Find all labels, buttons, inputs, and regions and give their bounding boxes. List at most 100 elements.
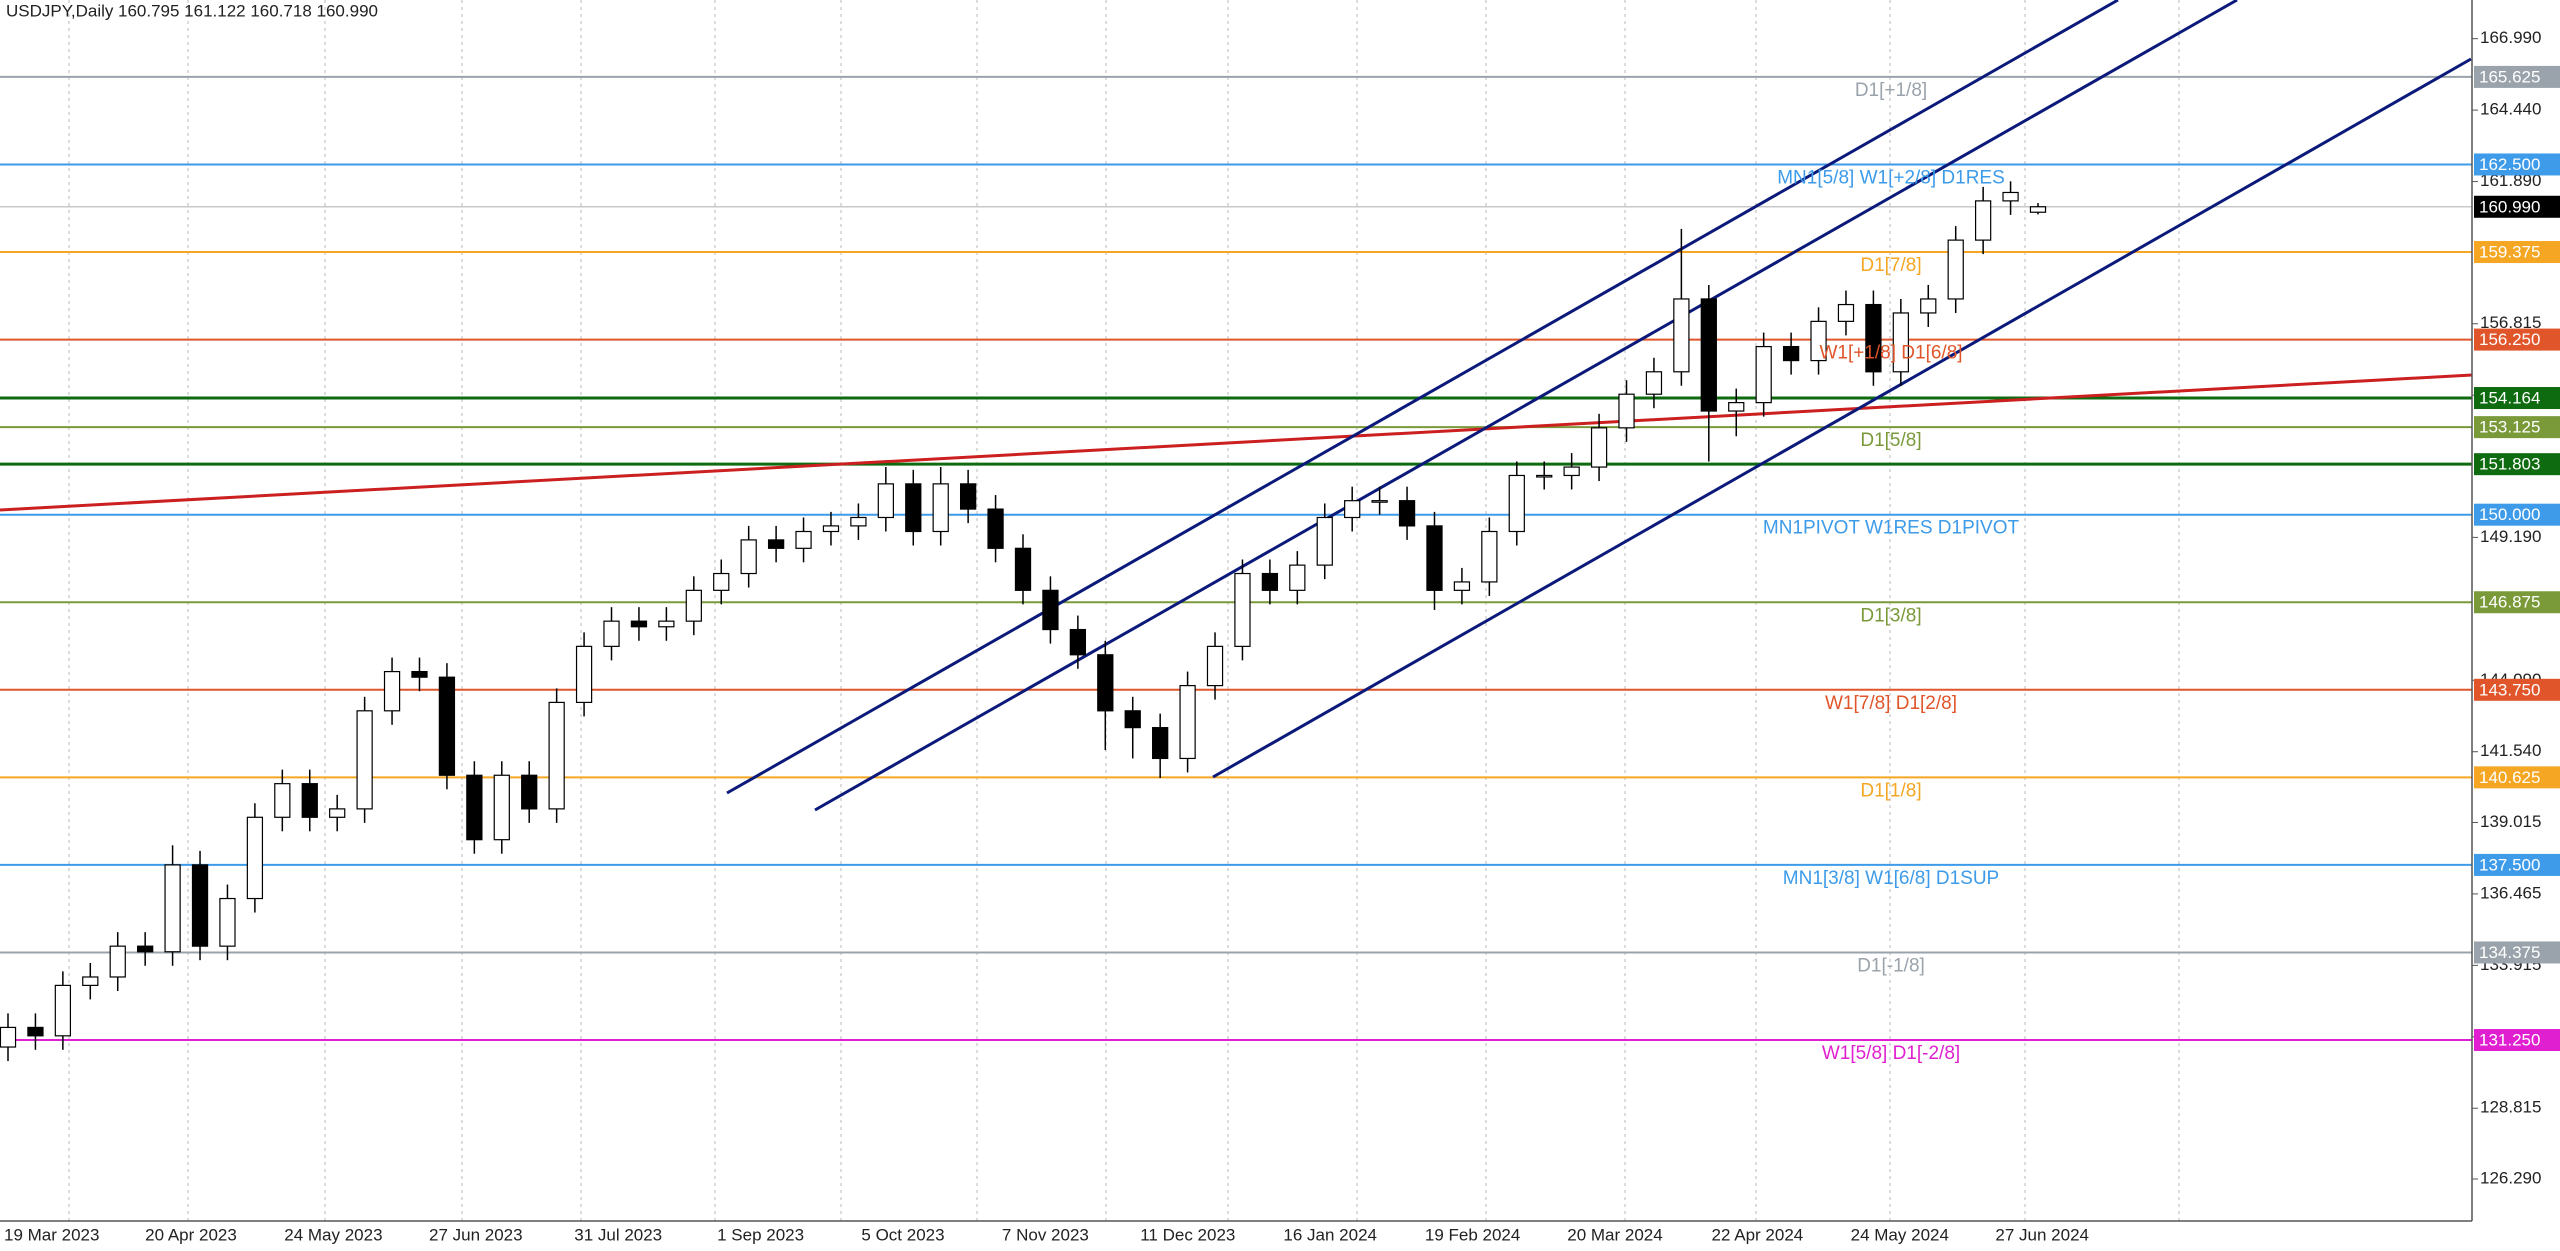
candle-body bbox=[109, 945, 126, 978]
candle-body bbox=[740, 539, 757, 575]
candle-body bbox=[1755, 345, 1772, 404]
candle-body bbox=[1316, 516, 1333, 566]
candle-body bbox=[1673, 298, 1690, 373]
candle-body bbox=[301, 783, 318, 818]
candle-body bbox=[383, 670, 401, 712]
candle-body bbox=[932, 483, 949, 533]
candle-body bbox=[329, 808, 346, 818]
level-tag bbox=[2474, 766, 2560, 789]
candle-body bbox=[548, 701, 565, 810]
level-tag bbox=[2474, 853, 2560, 876]
level-text: D1[+1/8] bbox=[1855, 80, 1927, 101]
candle-body bbox=[877, 483, 894, 519]
level-tag bbox=[2474, 678, 2560, 701]
candle-body bbox=[1782, 345, 1800, 362]
level-text: MN1[3/8] W1[6/8] D1SUP bbox=[1783, 868, 1999, 889]
candle-body bbox=[521, 774, 538, 810]
candle-body bbox=[1810, 320, 1827, 362]
candle-body bbox=[1289, 564, 1306, 591]
candle-body bbox=[658, 620, 675, 628]
candle-body bbox=[356, 710, 373, 810]
candle-body bbox=[54, 984, 72, 1037]
candle-body bbox=[82, 976, 99, 986]
candle-body bbox=[795, 530, 812, 549]
level-tag bbox=[2474, 241, 2560, 264]
candle-body bbox=[822, 525, 840, 533]
candle-body bbox=[603, 620, 620, 647]
level-tag bbox=[2474, 328, 2560, 351]
level-text: D1[7/8] bbox=[1860, 255, 1921, 276]
level-tag bbox=[2474, 416, 2560, 439]
candle-body bbox=[164, 864, 181, 953]
candle-body bbox=[493, 774, 510, 841]
level-tag bbox=[2474, 387, 2560, 410]
candles bbox=[0, 181, 2047, 1062]
time-axis: 19 Mar 2023 20 Apr 2023 24 May 2023 27 Jun … bbox=[4, 1225, 2089, 1244]
candle-body bbox=[1179, 684, 1196, 760]
level-tag-label: 156.250 bbox=[2479, 330, 2540, 349]
level-tag-label: 137.500 bbox=[2479, 855, 2540, 874]
trend-lines bbox=[0, 0, 2473, 812]
level-text: W1[+1/8] D1[6/8] bbox=[1819, 343, 1962, 364]
level-text: D1[1/8] bbox=[1860, 780, 1921, 801]
candle-body bbox=[2002, 191, 2019, 202]
candle-body bbox=[0, 1026, 17, 1048]
candle-body bbox=[27, 1026, 44, 1037]
candle-body bbox=[1563, 466, 1580, 477]
candle-body bbox=[1261, 572, 1279, 591]
candle-body bbox=[466, 774, 483, 841]
level-text: W1[7/8] D1[2/8] bbox=[1825, 693, 1957, 714]
level-tag bbox=[2474, 1029, 2560, 1052]
level-tag-label: 153.125 bbox=[2479, 418, 2540, 437]
x-tick-label: 22 Apr 2024 bbox=[1712, 1225, 1804, 1244]
x-tick-label: 20 Apr 2023 bbox=[145, 1225, 237, 1244]
current-price-tag-label: 160.990 bbox=[2479, 197, 2540, 216]
level-tag-label: 165.625 bbox=[2479, 67, 2540, 86]
x-tick-label: 7 Nov 2023 bbox=[1002, 1225, 1089, 1244]
candle-body bbox=[767, 539, 785, 549]
x-tick-label: 16 Jan 2024 bbox=[1283, 1225, 1377, 1244]
y-tick-label: 136.465 bbox=[2480, 883, 2541, 902]
candle-body bbox=[1398, 500, 1416, 527]
level-tag-label: 150.000 bbox=[2479, 505, 2540, 524]
level-tag-label: 154.164 bbox=[2479, 389, 2540, 408]
candle-body bbox=[959, 483, 977, 510]
candle-body bbox=[685, 589, 702, 622]
x-tick-label: 20 Mar 2024 bbox=[1567, 1225, 1662, 1244]
y-tick-label: 139.015 bbox=[2480, 812, 2541, 831]
level-tag-label: 162.500 bbox=[2479, 155, 2540, 174]
level-tag bbox=[2474, 453, 2560, 476]
level-tag-label: 143.750 bbox=[2479, 680, 2540, 699]
candle-body bbox=[630, 620, 648, 628]
level-tag-label: 151.803 bbox=[2479, 455, 2540, 474]
candle-body bbox=[1974, 200, 1992, 241]
candle-body bbox=[1426, 525, 1443, 591]
candle-body bbox=[1097, 654, 1114, 712]
y-tick-label: 164.440 bbox=[2480, 100, 2541, 119]
candle-body bbox=[1645, 371, 1663, 395]
candle-body bbox=[411, 670, 428, 678]
y-tick-label: 126.290 bbox=[2480, 1168, 2541, 1187]
candle-body bbox=[850, 516, 867, 527]
candle-body bbox=[1920, 298, 1937, 314]
price-axis: 166.990164.440161.890156.815154.265149.1… bbox=[2472, 28, 2560, 1187]
level-tag-label: 131.250 bbox=[2479, 1031, 2540, 1050]
y-tick-label: 156.815 bbox=[2480, 313, 2541, 332]
level-tag bbox=[2474, 65, 2560, 88]
candle-body bbox=[1069, 628, 1087, 656]
candle-body bbox=[1700, 298, 1717, 412]
x-tick-label: 1 Sep 2023 bbox=[717, 1225, 804, 1244]
x-tick-label: 27 Jun 2023 bbox=[429, 1225, 523, 1244]
red-trend-line bbox=[0, 373, 2473, 512]
candle-body bbox=[137, 945, 154, 953]
candle-body bbox=[713, 572, 730, 591]
level-tag bbox=[2474, 503, 2560, 526]
level-text: MN1[5/8] W1[+2/8] D1RES bbox=[1777, 167, 2005, 188]
candle-body bbox=[575, 645, 593, 704]
candle-body bbox=[1344, 500, 1361, 519]
channel-line bbox=[726, 0, 2119, 795]
candle-body bbox=[1371, 500, 1388, 503]
candle-body bbox=[1618, 393, 1635, 429]
candle-body bbox=[1042, 589, 1059, 631]
